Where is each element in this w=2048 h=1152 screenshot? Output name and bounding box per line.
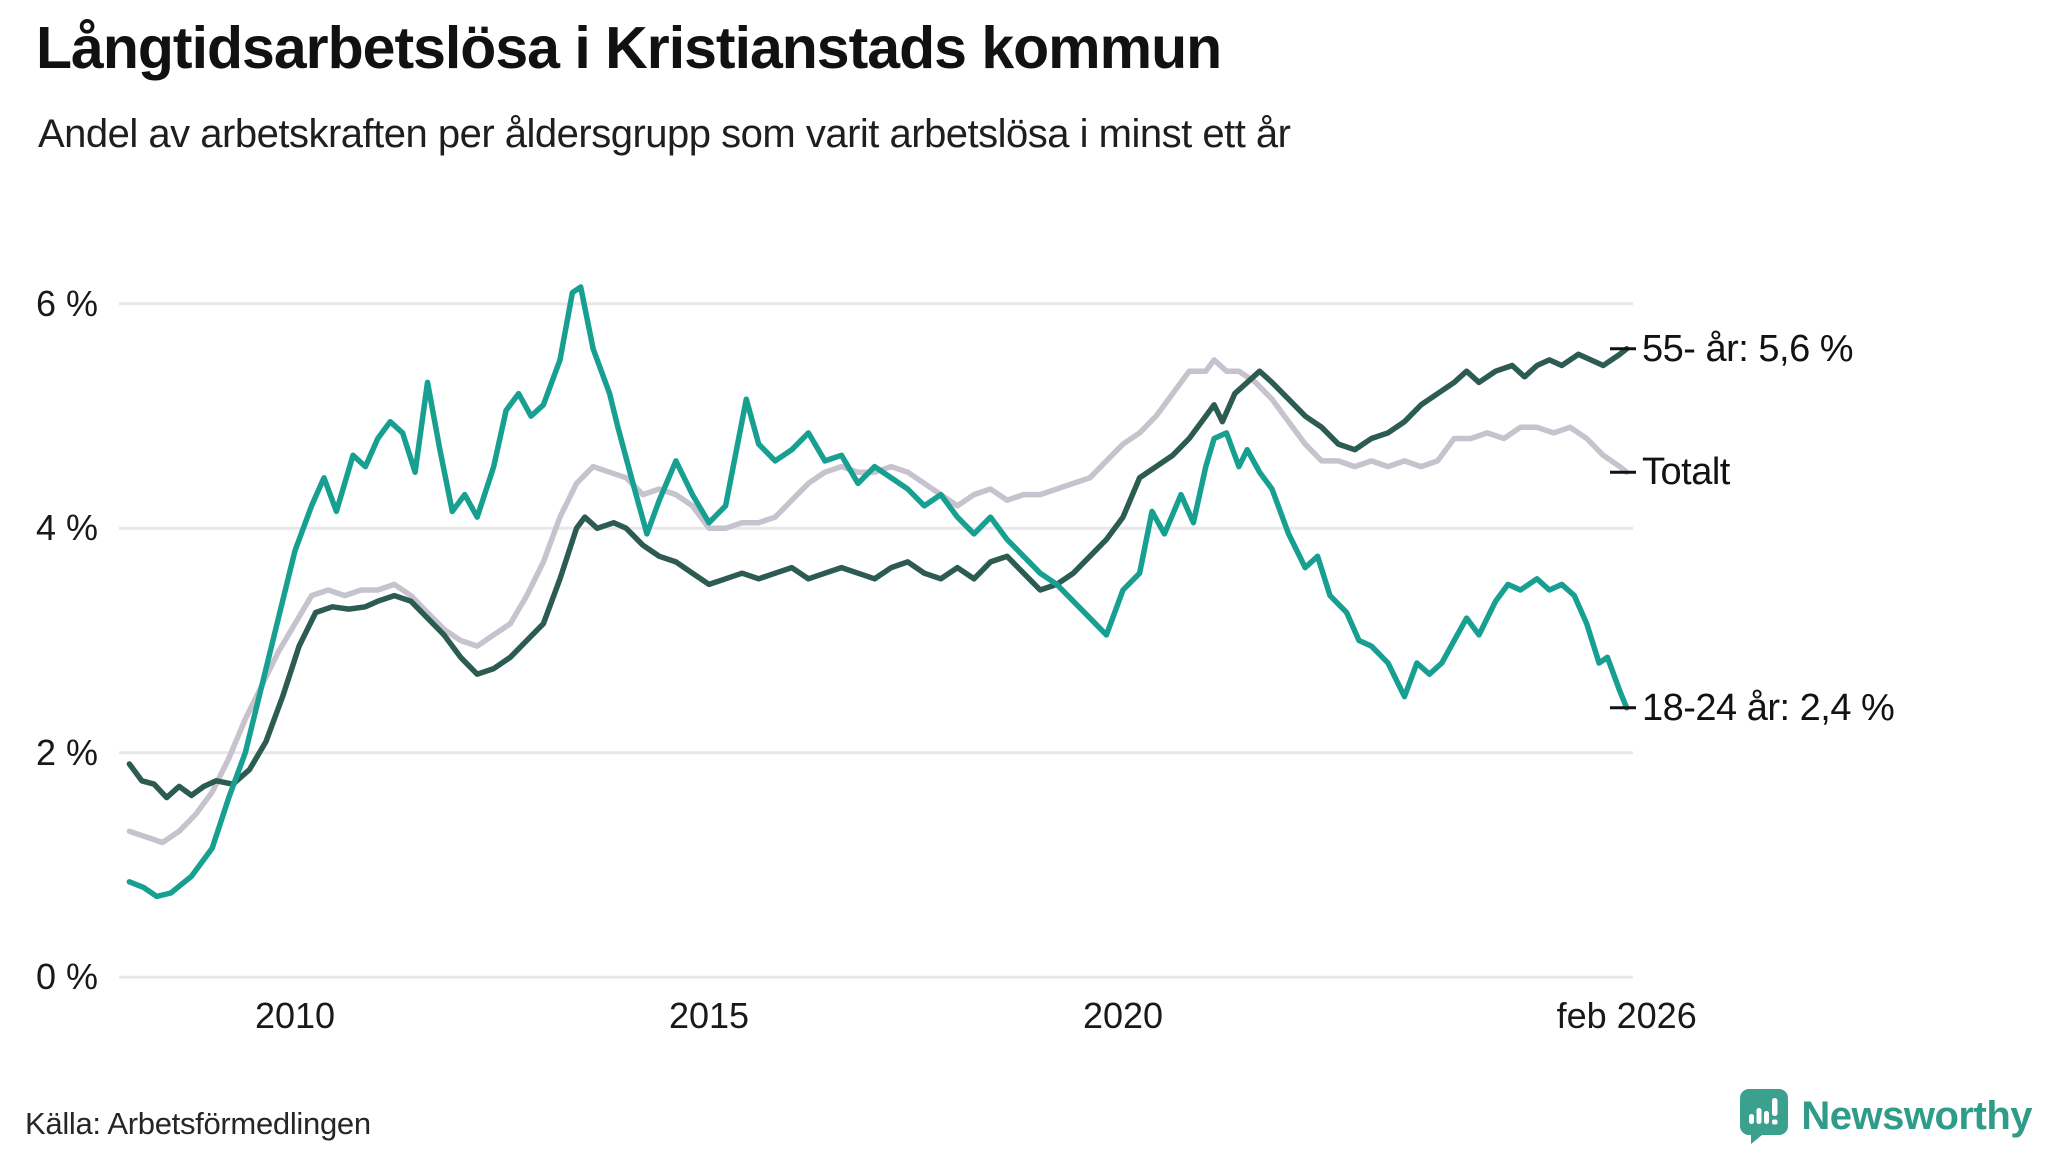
series-line-18-24 år: [126, 284, 1630, 900]
x-axis-tick: 2020: [1082, 995, 1164, 1036]
y-axis-tick: 0 %: [36, 956, 99, 998]
y-axis-tick: 4 %: [36, 507, 99, 549]
page-title: Långtidsarbetslösa i Kristianstads kommu…: [36, 15, 1222, 81]
newsworthy-brand: Newsworthy: [1739, 1088, 2032, 1144]
x-axis-tick: 2015: [668, 995, 750, 1036]
series-line-Totalt: [126, 357, 1630, 846]
series-line-55- år: [126, 345, 1630, 801]
series-end-label: Totalt: [1642, 451, 1730, 494]
source-note: Källa: Arbetsförmedlingen: [25, 1106, 371, 1141]
newsworthy-logo-icon: [1739, 1088, 1789, 1144]
page-subtitle: Andel av arbetskraften per åldersgrupp s…: [38, 112, 1291, 156]
y-axis-tick: 2 %: [36, 731, 99, 773]
x-axis-tick: 2010: [254, 995, 336, 1036]
x-axis-tick: feb 2026: [1556, 995, 1697, 1036]
y-axis-tick: 6 %: [36, 282, 99, 324]
series-end-label: 55- år: 5,6 %: [1642, 327, 1854, 370]
series-end-label: 18-24 år: 2,4 %: [1642, 686, 1895, 729]
newsworthy-wordmark: Newsworthy: [1801, 1093, 2032, 1138]
